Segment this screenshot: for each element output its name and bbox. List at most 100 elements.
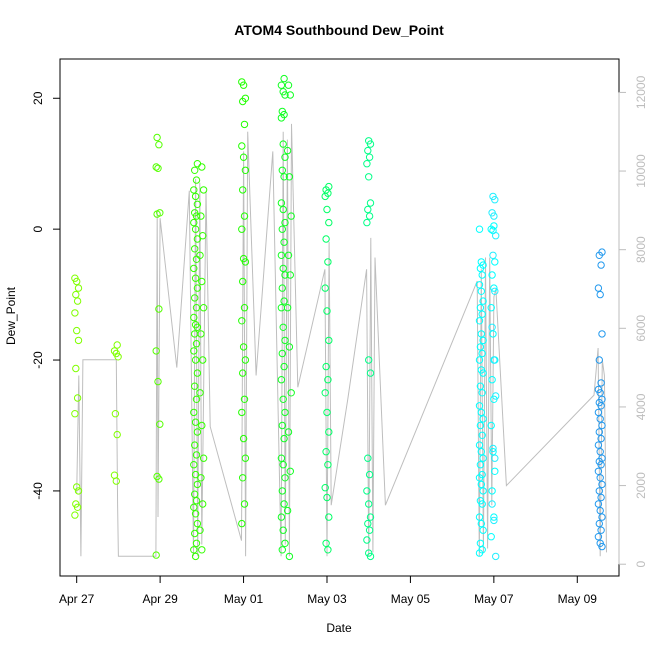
data-point (365, 153, 374, 161)
data-point (280, 500, 288, 508)
data-point (193, 284, 202, 292)
data-point (476, 421, 485, 430)
data-point (190, 264, 198, 273)
axes-layer: Apr 27 Apr 29 May 01 May 03 May 05 May 07 May … (31, 75, 648, 606)
data-point (152, 163, 160, 171)
data-point (193, 200, 202, 209)
data-point (475, 317, 484, 325)
data-point (284, 428, 293, 436)
data-point (112, 477, 121, 485)
data-point (487, 421, 495, 430)
data-point (152, 551, 160, 559)
data-point (596, 415, 604, 423)
data-point (285, 343, 294, 351)
data-point (478, 310, 486, 318)
data-point (113, 430, 121, 439)
data-point (284, 81, 293, 89)
data-point (479, 415, 487, 423)
data-point (596, 506, 604, 515)
data-point (192, 395, 201, 403)
data-point (475, 225, 484, 233)
data-point (239, 434, 248, 443)
data-point (192, 451, 201, 459)
data-point (277, 114, 286, 122)
data-point (190, 313, 198, 322)
data-point (281, 218, 289, 227)
data-point (596, 448, 604, 456)
data-point (286, 271, 294, 279)
data-point (597, 493, 605, 502)
data-point (479, 454, 487, 462)
data-point (241, 166, 250, 175)
data-point (363, 160, 371, 168)
points-layer (71, 74, 606, 561)
data-point (280, 434, 288, 443)
data-point (476, 539, 485, 547)
data-point (477, 330, 485, 338)
data-point (598, 542, 606, 551)
data-point (197, 330, 205, 338)
data-point (491, 258, 499, 266)
data-point (479, 487, 487, 495)
data-point (475, 356, 484, 364)
data-point (323, 493, 331, 502)
data-point (239, 277, 247, 286)
data-point (113, 341, 121, 349)
data-point (238, 317, 246, 325)
data-point (239, 81, 248, 89)
data-point (281, 271, 289, 279)
data-point (199, 500, 207, 508)
data-point (199, 232, 207, 240)
data-point (488, 376, 496, 384)
chart-title: ATOM4 Southbound Dew_Point (234, 22, 444, 38)
data-point (281, 336, 289, 345)
data-point (279, 264, 287, 273)
data-point (595, 356, 603, 364)
data-point (322, 448, 330, 456)
data-point (324, 258, 332, 266)
data-point (324, 461, 332, 469)
data-point (490, 356, 498, 364)
data-point (477, 448, 485, 456)
data-point (325, 513, 333, 521)
data-point (199, 186, 208, 194)
data-point (193, 428, 202, 436)
data-point (197, 212, 205, 220)
data-point (477, 519, 485, 528)
data-point (114, 353, 122, 361)
data-point (323, 408, 331, 417)
data-point (594, 467, 603, 475)
data-point (365, 500, 373, 508)
data-point (281, 408, 289, 417)
data-point (191, 356, 200, 364)
data-point (491, 196, 499, 204)
data-point (322, 235, 330, 243)
data-point (487, 225, 495, 233)
data-point (156, 420, 164, 428)
data-point (281, 91, 289, 99)
data-point (278, 284, 286, 292)
data-point (155, 475, 163, 483)
data-point (321, 389, 329, 397)
data-point (478, 431, 486, 439)
data-point (475, 549, 484, 557)
x-tick-label: May 09 (558, 592, 598, 606)
data-point (366, 140, 375, 148)
data-point (366, 199, 375, 207)
data-point (596, 389, 604, 397)
y2-tick-label: 12000 (634, 75, 648, 109)
data-point (597, 402, 605, 410)
data-point (279, 205, 287, 214)
data-point (283, 304, 292, 312)
data-point (321, 284, 329, 292)
data-point (325, 428, 333, 436)
data-point (238, 225, 246, 233)
data-point (153, 133, 161, 142)
y-tick-label: 20 (31, 91, 45, 105)
data-point (191, 192, 200, 201)
data-point (277, 454, 286, 462)
y-axis-label: Dew_Point (4, 286, 18, 345)
data-point (478, 389, 486, 397)
data-point (71, 511, 79, 519)
data-point (191, 470, 200, 479)
